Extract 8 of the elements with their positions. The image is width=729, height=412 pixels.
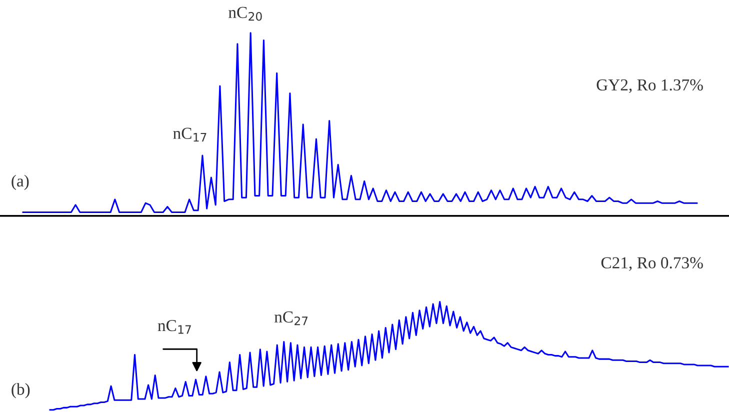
annotation: nC$_{27}$: [274, 311, 308, 326]
annotation: (a): [12, 174, 29, 190]
annotation: nC$_{17}$: [158, 320, 191, 334]
chart-title: C21, Ro 0.73%: [601, 257, 703, 271]
text: GY2, Ro 1.37%: [596, 79, 703, 93]
text: (b): [12, 383, 30, 398]
annotation: nC$_{17}$: [173, 128, 206, 142]
text: nC$_{20}$: [228, 6, 262, 21]
